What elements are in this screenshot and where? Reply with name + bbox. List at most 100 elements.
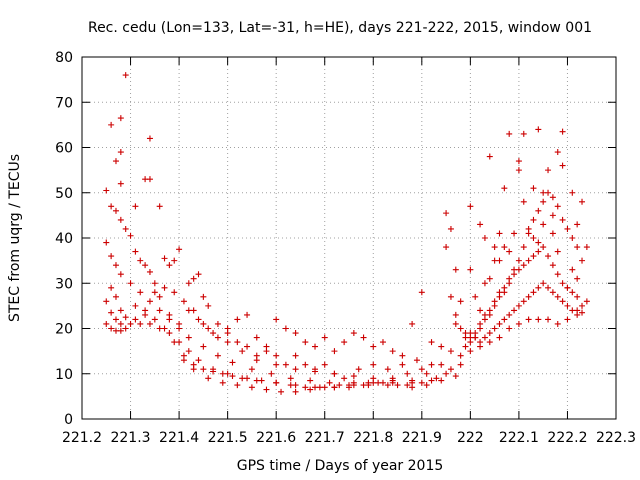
data-point <box>515 158 522 165</box>
data-point <box>467 266 474 273</box>
data-point <box>117 180 124 187</box>
data-point <box>350 379 357 386</box>
data-point <box>176 246 183 253</box>
data-point <box>234 316 241 323</box>
data-point <box>520 198 527 205</box>
data-point <box>559 280 566 287</box>
data-point <box>545 316 552 323</box>
data-point <box>515 257 522 264</box>
data-point <box>156 293 163 300</box>
data-point <box>564 225 571 232</box>
data-point <box>112 262 119 269</box>
data-point <box>525 225 532 232</box>
data-point <box>214 334 221 341</box>
y-tick-label: 20 <box>55 322 73 338</box>
x-tick-label: 222 <box>457 430 484 446</box>
data-point <box>452 311 459 318</box>
y-tick-label: 60 <box>55 141 73 157</box>
data-point <box>292 366 299 373</box>
data-point <box>574 221 581 228</box>
data-point <box>127 280 134 287</box>
data-point <box>117 149 124 156</box>
data-point <box>180 298 187 305</box>
data-point <box>467 203 474 210</box>
data-point <box>200 343 207 350</box>
data-point <box>205 302 212 309</box>
data-point <box>486 307 493 314</box>
plot-frame <box>81 56 617 420</box>
data-point <box>540 198 547 205</box>
data-point <box>146 176 153 183</box>
data-point <box>331 370 338 377</box>
data-point <box>244 311 251 318</box>
data-point <box>146 268 153 275</box>
data-point <box>554 293 561 300</box>
data-point <box>404 382 411 389</box>
data-point <box>472 293 479 300</box>
data-point <box>438 343 445 350</box>
data-point <box>399 352 406 359</box>
data-point <box>535 284 542 291</box>
data-point <box>379 339 386 346</box>
y-tick-label: 40 <box>55 231 73 247</box>
data-point <box>520 262 527 269</box>
data-point <box>190 275 197 282</box>
data-point <box>282 361 289 368</box>
data-point <box>574 293 581 300</box>
data-point <box>409 384 416 391</box>
y-tick-label: 0 <box>64 412 73 428</box>
data-point <box>447 225 454 232</box>
data-point <box>112 158 119 165</box>
data-point <box>477 320 484 327</box>
data-point <box>331 348 338 355</box>
data-point <box>273 316 280 323</box>
data-point <box>564 316 571 323</box>
data-point <box>472 334 479 341</box>
data-point <box>117 320 124 327</box>
x-tick-label: 221.9 <box>402 430 442 446</box>
data-point <box>122 325 129 332</box>
data-point <box>413 357 420 364</box>
data-point <box>462 343 469 350</box>
data-point <box>122 225 129 232</box>
y-tick-labels: 0 10 20 30 40 50 60 70 80 <box>55 50 73 428</box>
data-point <box>292 352 299 359</box>
data-point <box>554 203 561 210</box>
data-point <box>108 325 115 332</box>
data-point <box>564 284 571 291</box>
data-point <box>360 382 367 389</box>
x-tick-label: 222.1 <box>499 430 539 446</box>
data-point <box>481 280 488 287</box>
data-point <box>341 375 348 382</box>
data-point <box>108 284 115 291</box>
data-point <box>195 316 202 323</box>
data-point <box>530 235 537 241</box>
data-point <box>244 375 251 382</box>
data-point <box>103 298 110 305</box>
data-point <box>506 311 513 318</box>
data-point <box>384 382 391 389</box>
data-point <box>273 352 280 359</box>
data-point <box>103 320 110 327</box>
data-point <box>132 302 139 309</box>
data-point <box>530 216 537 223</box>
data-point <box>501 316 508 323</box>
data-point <box>117 327 124 334</box>
data-point <box>443 210 450 217</box>
data-point <box>229 373 236 380</box>
y-tick-label: 80 <box>55 50 73 66</box>
data-point <box>486 339 493 346</box>
data-point <box>535 126 542 133</box>
data-point <box>545 167 552 174</box>
data-point <box>481 311 488 318</box>
data-point <box>515 167 522 174</box>
data-point <box>224 339 231 346</box>
data-point <box>491 257 498 264</box>
data-point <box>127 320 134 327</box>
data-point <box>549 289 556 296</box>
data-point <box>418 366 425 373</box>
data-point <box>569 266 576 273</box>
data-point <box>210 330 217 337</box>
data-point <box>506 280 513 287</box>
